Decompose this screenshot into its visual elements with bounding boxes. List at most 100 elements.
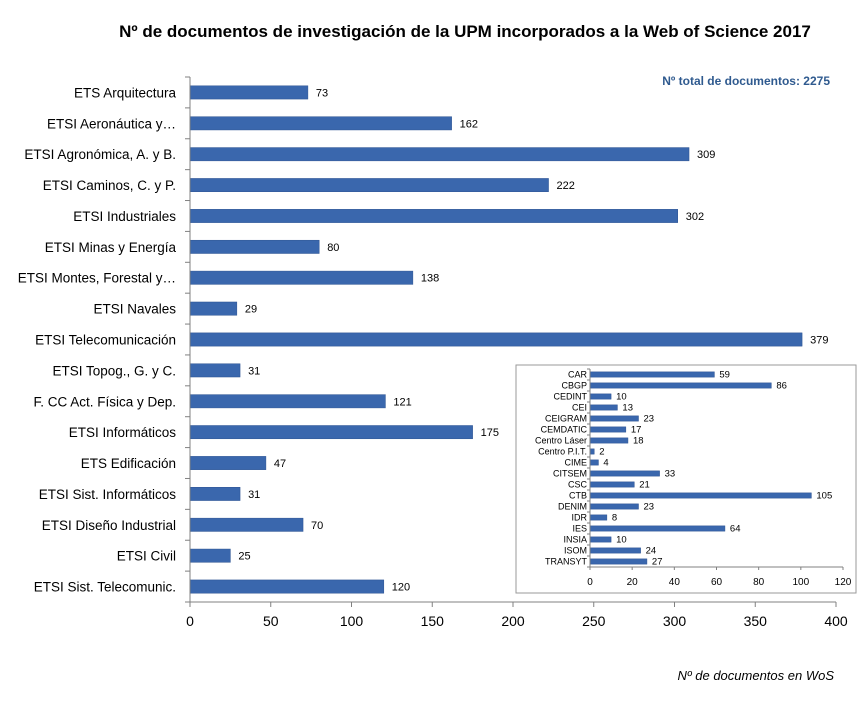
main-category-label: ETSI Industriales [73,209,176,224]
inset-data-label: 10 [616,392,627,403]
main-data-label: 175 [481,427,499,439]
inset-chart-frame [515,364,857,594]
main-data-label: 29 [245,304,257,316]
main-x-tick-label: 400 [824,613,848,629]
inset-x-tick-label: 60 [711,577,723,588]
main-data-label: 73 [316,87,328,99]
inset-category-label: IES [572,524,587,534]
main-category-label: ETSI Informáticos [69,425,177,440]
inset-bar-idr [589,514,608,521]
chart-title: Nº de documentos de investigación de la … [119,22,811,41]
inset-data-label: 21 [639,480,650,491]
inset-category-label: CEI [572,403,587,413]
main-x-tick-label: 350 [744,613,768,629]
main-bar-etsi-agronomica-a-y-b [189,147,690,162]
inset-category-label: CEMDATIC [541,425,588,435]
main-category-label: ETSI Aeronáutica y… [47,116,176,131]
main-category-label: ETSI Sist. Telecomunic. [34,580,176,595]
inset-data-label: 105 [816,491,832,502]
main-category-labels: ETS Arquitectura ETSI Aeronáutica y… ETSI … [18,85,177,594]
main-bar-etsi-sist-informaticos [189,487,241,501]
main-category-label: ETSI Topog., G. y C. [52,363,176,378]
inset-category-label: CEDINT [554,392,588,402]
inset-data-label: 4 [603,458,608,469]
main-x-tick-label: 0 [186,613,194,629]
inset-bar-ceigram [589,415,639,422]
main-bar-etsi-informaticos [189,425,473,440]
main-data-label: 80 [327,242,339,254]
main-x-tick-label: 250 [582,613,606,629]
main-bar-series [189,85,803,594]
inset-bar-car [589,371,715,378]
inset-bar-citsem [589,470,660,477]
main-bar-etsi-minas-y-energia [189,239,320,254]
inset-data-label: 13 [622,403,633,414]
main-bar-ets-edificacion [189,456,267,470]
inset-bar-isom [589,547,641,554]
main-x-tick-label: 200 [501,613,525,629]
inset-bar-cei [589,404,618,411]
inset-category-label: CSC [568,480,588,490]
inset-category-label: CAR [568,370,588,380]
inset-bar-cemdatic [589,426,627,433]
main-bar-etsi-sist-telecomunic [189,579,385,594]
inset-x-tick-label: 0 [587,577,593,588]
inset-category-label: CBGP [561,381,587,391]
main-bar-etsi-civil [189,548,231,563]
x-axis-title: Nº de documentos en WoS [678,668,835,683]
inset-data-label: 24 [646,546,657,557]
inset-bar-transyt [589,558,648,565]
main-category-label: ETSI Telecomunicación [35,333,176,348]
inset-data-label: 23 [643,414,654,425]
inset-bar-centro-laser [589,437,629,444]
main-data-labels: 7316230922230280138293793112117547317025… [238,87,828,593]
main-data-label: 309 [697,149,715,161]
main-data-label: 121 [393,396,411,408]
main-data-label: 302 [686,211,704,223]
inset-x-tick-label: 40 [669,577,681,588]
inset-category-label: Centro Láser [535,436,587,446]
inset-bar-insia [589,536,612,543]
inset-category-label: DENIM [558,502,587,512]
inset-category-label: TRANSYT [545,557,588,567]
inset-category-label: CITSEM [553,469,587,479]
inset-bar-cedint [589,393,612,400]
main-bar-etsi-navales [189,301,238,316]
inset-bar-centro-p-i-t [589,448,595,455]
main-category-label: ETSI Montes, Forestal y… [18,271,176,286]
inset-data-label: 86 [776,381,787,392]
inset-data-label: 17 [631,425,642,436]
main-category-label: ETSI Civil [117,549,176,564]
main-bar-etsi-diseno-industrial [189,517,304,532]
main-data-label: 70 [311,520,323,532]
main-data-label: 162 [460,118,478,130]
inset-bar-cime [589,459,599,466]
main-data-label: 379 [810,335,828,347]
inset-data-label: 10 [616,535,627,546]
main-data-label: 222 [557,180,575,192]
main-data-label: 31 [248,365,260,377]
inset-data-label: 27 [652,557,663,568]
main-x-tick-label: 300 [663,613,687,629]
main-category-label: ETSI Diseño Industrial [42,518,176,533]
main-bar-etsi-aeronautica-y [189,116,452,131]
main-data-label: 120 [392,582,410,594]
inset-data-label: 33 [665,469,676,480]
inset-category-label: CEIGRAM [545,414,587,424]
inset-data-label: 18 [633,436,644,447]
main-x-tick-label: 100 [340,613,364,629]
inset-x-tick-label: 20 [627,577,639,588]
inset-bar-denim [589,503,639,510]
main-data-label: 138 [421,273,439,285]
inset-data-label: 2 [599,447,604,458]
inset-bar-ctb [589,492,812,499]
main-bar-etsi-topog-g-y-c [189,363,241,378]
inset-x-tick-label: 120 [835,577,852,588]
inset-data-label: 8 [612,513,617,524]
main-category-label: ETSI Minas y Energía [45,240,177,255]
main-data-label: 47 [274,458,286,470]
inset-category-label: Centro P.I.T. [538,447,587,457]
